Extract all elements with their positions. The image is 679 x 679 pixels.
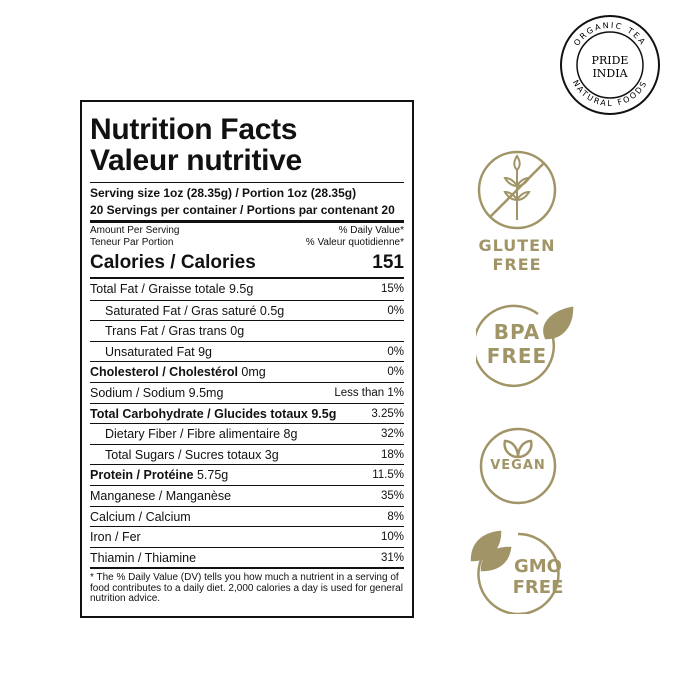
dv-fr: % Valeur quotidienne* [305,237,404,248]
nutrient-daily-value: 0% [387,304,404,317]
nutrient-row: Dietary Fiber / Fibre alimentaire 8g 32% [90,423,404,444]
nutrient-label: Total Carbohydrate / Glucides totaux 9.5… [90,406,337,421]
nutrient-row: Sodium / Sodium 9.5mg Less than 1% [90,381,404,403]
bpa-free-icon [472,304,576,393]
nutrient-daily-value: 31% [380,551,404,564]
nutrient-label: Total Fat / Graisse totale 9.5g [90,282,254,296]
gluten-free-label: GLUTEN FREE [478,236,556,274]
calories-row: Calories / Calories 151 [90,252,404,273]
title-fr: Valeur nutritive [90,144,302,177]
nutrient-label: Unsaturated Fat 9g [105,344,213,359]
svg-text:PRIDE: PRIDE [592,54,629,67]
nutrient-label: Calcium / Calcium [90,509,191,524]
vegan-icon [479,427,557,510]
nutrient-label: Iron / Fer [90,530,141,545]
nutrient-label: Trans Fat / Gras trans 0g [105,324,245,339]
brand-logo: ORGANIC TEA NATURAL FOODS PRIDE INDIA [559,14,661,116]
nutrient-row: Protein / Protéine 5.75g 11.5% [90,464,404,485]
nutrient-row: Iron / Fer 10% [90,526,404,547]
amount-fr: Teneur Par Portion [90,237,174,248]
amount-en: Amount Per Serving [90,225,180,236]
nutrient-label: Manganese / Manganèse [90,488,232,503]
serving-size: Serving size 1oz (28.35g) / Portion 1oz … [90,186,357,200]
nutrient-row: Total Sugars / Sucres totaux 3g 18% [90,443,404,465]
nutrient-label: Saturated Fat / Gras saturé 0.5g [105,303,285,318]
nutrient-daily-value: 32% [380,428,404,441]
gmo-free-label: GMO FREE [512,556,564,598]
nutrient-daily-value: 10% [380,531,404,544]
nutrient-row: Thiamin / Thiamine 31% [90,546,404,568]
nutrient-daily-value: 8% [387,510,404,523]
nutrient-daily-value: 35% [380,489,404,502]
nutrient-daily-value: 11.5% [372,469,404,482]
nutrient-row: Trans Fat / Gras trans 0g [90,320,404,341]
footnote: * The % Daily Value (DV) tells you how m… [90,572,403,605]
title-en: Nutrition Facts [90,113,298,146]
nutrient-row: Cholesterol / Cholestérol 0mg 0% [90,361,404,382]
nutrient-daily-value: 3.25% [371,407,404,420]
nutrient-row: Saturated Fat / Gras saturé 0.5g 0% [90,299,404,321]
nutrient-row: Manganese / Manganèse 35% [90,484,404,506]
nutrient-daily-value: 0% [387,345,404,358]
nutrition-facts-panel: Nutrition Facts Valeur nutritive Serving… [80,100,414,618]
nutrient-row: Unsaturated Fat 9g 0% [90,340,404,362]
nutrient-label: Cholesterol / Cholestérol 0mg [90,365,266,380]
vegan-label: VEGAN [490,458,546,473]
svg-text:INDIA: INDIA [592,67,628,80]
nutrient-row: Calcium / Calcium 8% [90,505,404,527]
nutrient-label: Sodium / Sodium 9.5mg [90,385,224,400]
nutrient-label: Total Sugars / Sucres totaux 3g [105,447,279,462]
nutrient-daily-value: 15% [380,283,404,295]
nutrient-daily-value: 18% [380,448,404,461]
nutrient-daily-value: Less than 1% [334,386,404,399]
nutrient-label: Dietary Fiber / Fibre alimentaire 8g [105,427,298,442]
nutrient-row: Total Fat / Graisse totale 9.5g 15% [90,279,404,300]
dv-en: % Daily Value* [338,225,404,236]
nutrient-daily-value: 0% [387,366,404,379]
gmo-free-icon [468,530,568,619]
bpa-free-label: BPA FREE [486,320,548,368]
gluten-free-icon [477,150,557,235]
nutrient-label: Protein / Protéine 5.75g [90,468,229,483]
nutrient-label: Thiamin / Thiamine [90,550,197,565]
servings-per-container: 20 Servings per container / Portions par… [90,203,395,217]
nutrient-row: Total Carbohydrate / Glucides totaux 9.5… [90,402,404,424]
